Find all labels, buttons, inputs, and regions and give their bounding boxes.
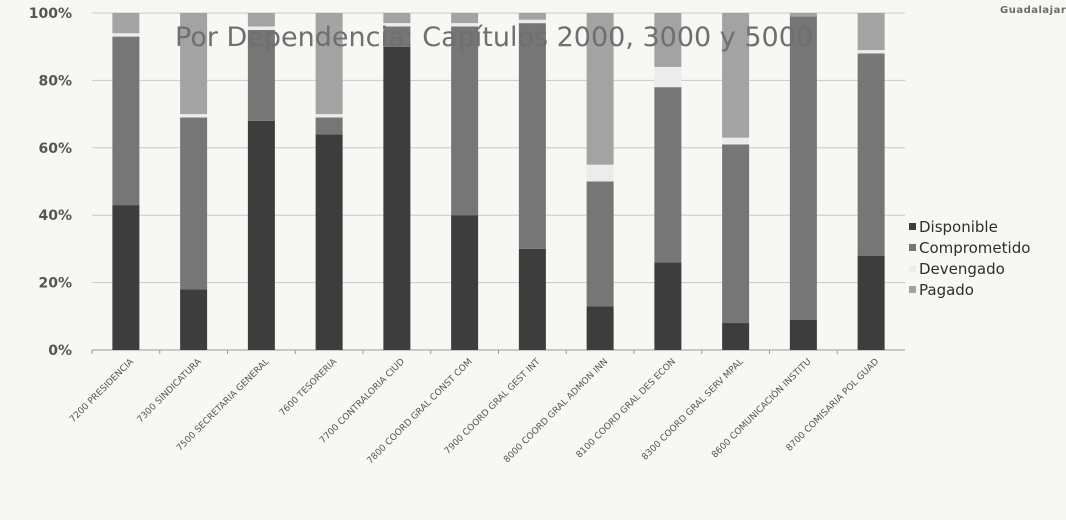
bar-segment-devengado — [180, 114, 208, 118]
bar-segment-devengado — [247, 26, 275, 30]
x-tick-label: 7600 TESORERIA — [278, 356, 340, 418]
y-tick-label: 0% — [48, 343, 72, 359]
legend-swatch-disponible — [909, 223, 916, 230]
bar-segment-comprometido — [654, 87, 682, 263]
bar-segment-comprometido — [112, 36, 140, 206]
bar-segment-devengado — [383, 23, 411, 27]
bar-segment-comprometido — [451, 26, 479, 216]
bar-segment-comprometido — [518, 23, 546, 249]
bar-segment-comprometido — [722, 144, 750, 324]
bar-segment-devengado — [722, 137, 750, 145]
legend-item-devengado: Devengado — [909, 258, 1030, 279]
bar-segment-disponible — [112, 205, 140, 350]
bar-segment-disponible — [315, 134, 343, 350]
bar-segment-disponible — [451, 215, 479, 350]
bar-segment-pagado — [518, 13, 546, 20]
bar-segment-disponible — [654, 262, 682, 350]
bar-segment-pagado — [112, 13, 140, 34]
bar-segment-comprometido — [180, 117, 208, 290]
bar-segment-devengado — [451, 23, 479, 27]
bar-segment-disponible — [247, 120, 275, 350]
bar-segment-comprometido — [383, 26, 411, 47]
legend-label: Pagado — [919, 280, 974, 299]
legend-swatch-comprometido — [909, 244, 916, 251]
bar-segment-devengado — [315, 114, 343, 118]
bar-segment-devengado — [112, 33, 140, 37]
x-tick-label: 7200 PRESIDENCIA — [68, 356, 136, 424]
bar-segment-pagado — [586, 13, 614, 165]
legend-swatch-pagado — [909, 286, 916, 293]
bar-segment-pagado — [247, 13, 275, 27]
bar-segment-comprometido — [857, 53, 885, 256]
bar-segment-pagado — [789, 13, 817, 17]
bar-segment-pagado — [857, 13, 885, 51]
bar-segment-pagado — [383, 13, 411, 24]
bar-segment-disponible — [789, 319, 817, 350]
y-tick-label: 40% — [38, 208, 72, 224]
bar-segment-pagado — [654, 13, 682, 67]
x-tick-label: 7800 COORD GRAL CONST COM — [366, 357, 475, 466]
bar-segment-comprometido — [247, 29, 275, 121]
legend-item-pagado: Pagado — [909, 279, 1030, 300]
bar-segment-pagado — [722, 13, 750, 138]
bar-segment-devengado — [518, 19, 546, 24]
legend-label: Disponible — [919, 217, 998, 236]
bar-segment-comprometido — [586, 181, 614, 307]
bar-segment-pagado — [451, 13, 479, 24]
legend-label: Devengado — [919, 259, 1005, 278]
chart-title: Por Dependencia: Capítulos 2000, 3000 y … — [175, 22, 814, 53]
bar-segment-devengado — [654, 66, 682, 88]
bar-segment-devengado — [586, 164, 614, 182]
y-tick-label: 100% — [29, 6, 72, 22]
legend-item-disponible: Disponible — [909, 216, 1030, 237]
bar-segment-comprometido — [789, 16, 817, 320]
bar-segment-disponible — [180, 289, 208, 350]
bar-segment-disponible — [383, 46, 411, 350]
bar-segment-comprometido — [315, 117, 343, 135]
y-tick-label: 20% — [38, 276, 72, 292]
legend: Disponible Comprometido Devengado Pagado — [909, 216, 1030, 300]
y-tick-label: 80% — [38, 73, 72, 89]
bar-segment-pagado — [315, 13, 343, 115]
brand-label: Guadalajara — [1000, 5, 1066, 16]
bar-segment-disponible — [518, 248, 546, 350]
legend-item-comprometido: Comprometido — [909, 237, 1030, 258]
bar-segment-disponible — [722, 323, 750, 350]
bar-segment-disponible — [586, 306, 614, 350]
y-tick-label: 60% — [38, 141, 72, 157]
bar-segment-disponible — [857, 255, 885, 350]
legend-label: Comprometido — [919, 238, 1031, 257]
bar-segment-devengado — [857, 50, 885, 54]
x-tick-label: 7300 SINDICATURA — [136, 356, 205, 425]
bar-segment-pagado — [180, 13, 208, 115]
legend-swatch-devengado — [909, 265, 916, 272]
